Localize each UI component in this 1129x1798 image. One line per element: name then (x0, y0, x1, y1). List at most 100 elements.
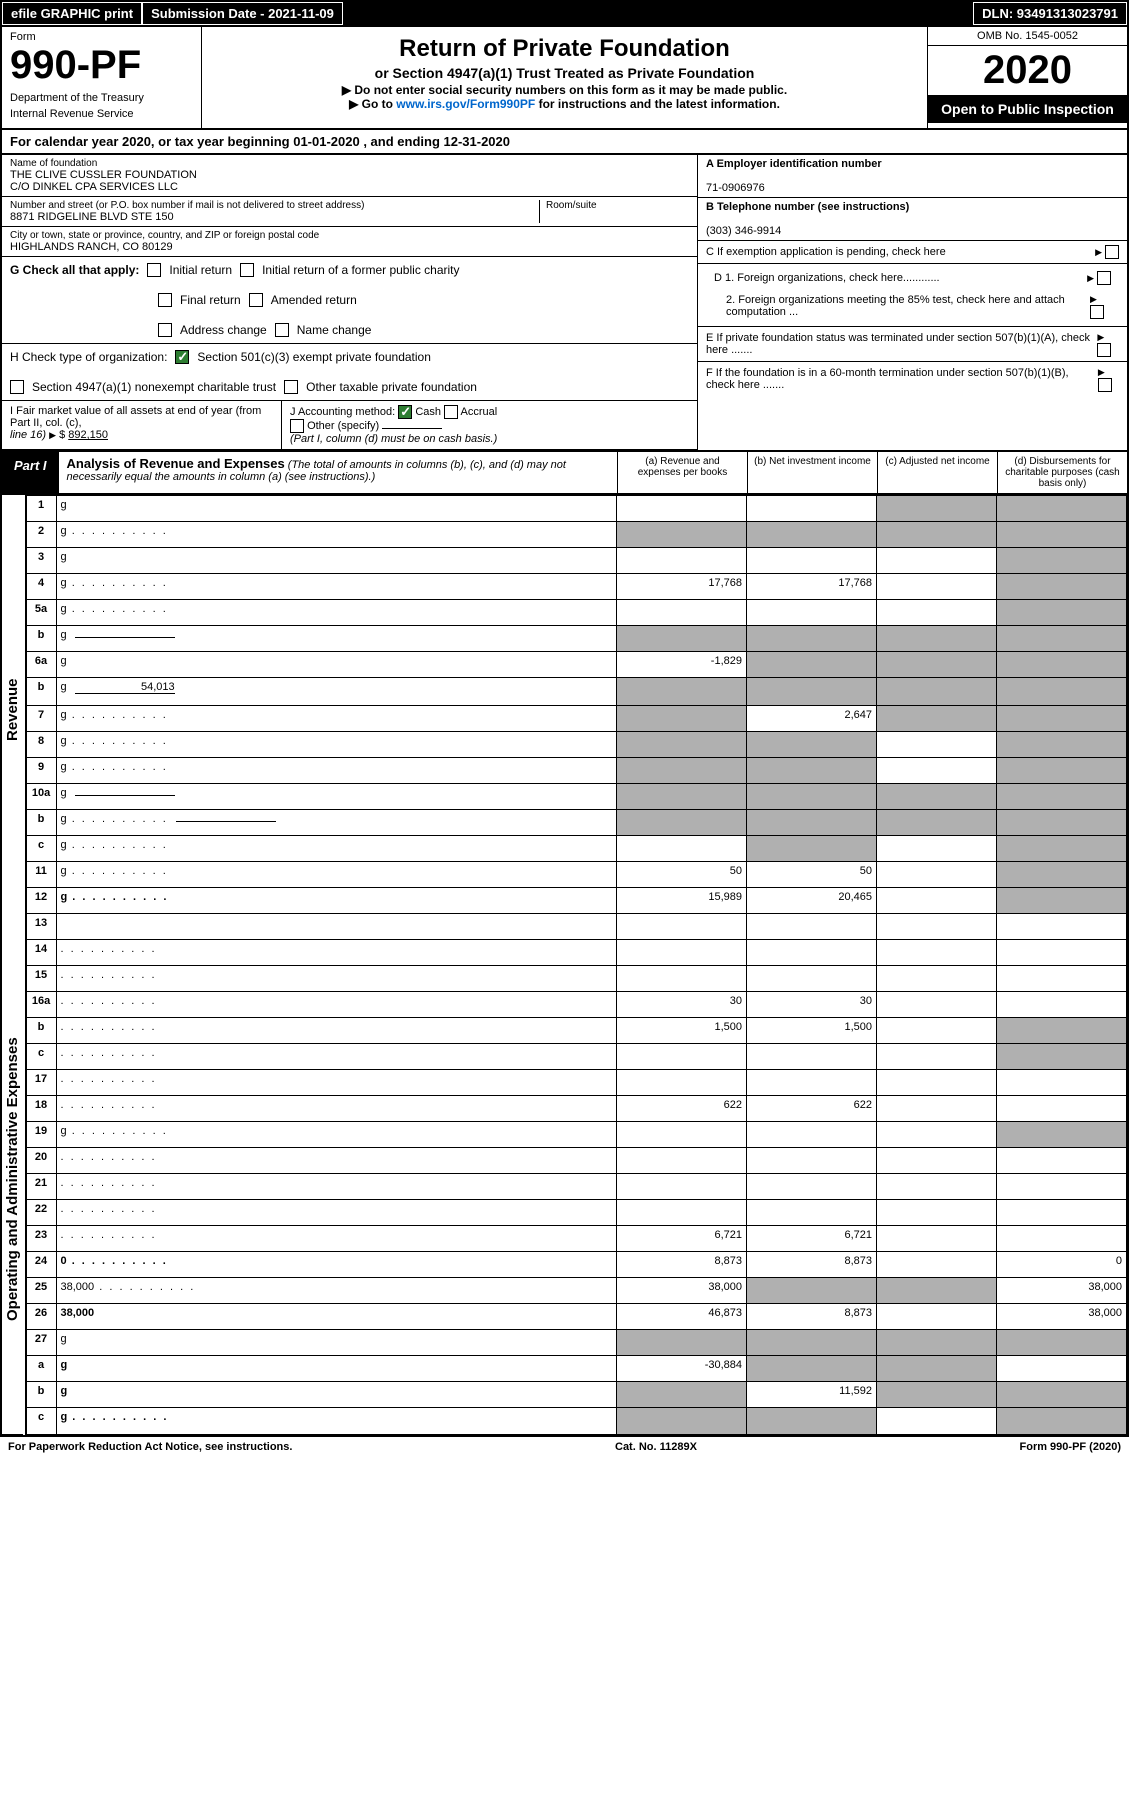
initial-return-checkbox[interactable] (147, 263, 161, 277)
line-description: 38,000 (56, 1278, 616, 1304)
col-a-value (617, 705, 747, 731)
d2-checkbox[interactable] (1090, 305, 1104, 319)
col-c-value (877, 548, 997, 574)
col-a-value: -30,884 (617, 1356, 747, 1382)
col-a-value: 50 (617, 861, 747, 887)
amended-return-label: Amended return (271, 293, 357, 307)
d1-checkbox[interactable] (1097, 271, 1111, 285)
col-c-header: (c) Adjusted net income (877, 452, 997, 493)
line-number: 23 (26, 1226, 56, 1252)
line-number: 3 (26, 548, 56, 574)
col-c-value (877, 1174, 997, 1200)
501c3-checkbox[interactable] (175, 350, 189, 364)
goto-pre: ▶ Go to (349, 97, 396, 111)
col-a-value (617, 1122, 747, 1148)
col-d-value (997, 991, 1127, 1017)
line-number: 4 (26, 574, 56, 600)
inline-value (75, 795, 175, 796)
column-headers: (a) Revenue and expenses per books (b) N… (617, 452, 1127, 493)
table-row: ag-30,884 (26, 1356, 1126, 1382)
col-b-value (747, 1122, 877, 1148)
goto-link[interactable]: www.irs.gov/Form990PF (396, 97, 535, 111)
ssn-warning: ▶ Do not enter social security numbers o… (210, 83, 919, 97)
part1-header: Part I Analysis of Revenue and Expenses … (0, 452, 1129, 495)
line-description: g (56, 835, 616, 861)
col-b-value (747, 965, 877, 991)
col-d-header: (d) Disbursements for charitable purpose… (997, 452, 1127, 493)
col-b-value: 6,721 (747, 1226, 877, 1252)
address-block: Number and street (or P.O. box number if… (2, 197, 697, 227)
line-description (56, 1148, 616, 1174)
name-label: Name of foundation (10, 158, 689, 169)
phone-label: B Telephone number (see instructions) (706, 201, 909, 213)
other-method-checkbox[interactable] (290, 419, 304, 433)
line-description (56, 1226, 616, 1252)
j-block: J Accounting method: Cash Accrual Other … (282, 401, 697, 449)
4947-checkbox[interactable] (10, 380, 24, 394)
col-a-value (617, 548, 747, 574)
line-number: 11 (26, 861, 56, 887)
line-description: g (56, 496, 616, 522)
final-return-label: Final return (180, 293, 241, 307)
col-d-value (997, 1382, 1127, 1408)
line-description: g (56, 1408, 616, 1435)
col-d-value (997, 496, 1127, 522)
col-d-value (997, 1070, 1127, 1096)
accrual-checkbox[interactable] (444, 405, 458, 419)
header-mid: Return of Private Foundation or Section … (202, 27, 927, 128)
col-c-value (877, 1200, 997, 1226)
foundation-care-of: C/O DINKEL CPA SERVICES LLC (10, 181, 689, 193)
table-row: 19g (26, 1122, 1126, 1148)
line-description (56, 1070, 616, 1096)
f-checkbox[interactable] (1098, 378, 1112, 392)
table-row: bg11,592 (26, 1382, 1126, 1408)
form-subtitle: or Section 4947(a)(1) Trust Treated as P… (210, 65, 919, 81)
inline-value (75, 637, 175, 638)
initial-former-checkbox[interactable] (240, 263, 254, 277)
col-d-value (997, 522, 1127, 548)
e-block: E If private foundation status was termi… (698, 327, 1127, 362)
col-b-value: 1,500 (747, 1018, 877, 1044)
ein-value: 71-0906976 (706, 182, 765, 194)
col-c-value (877, 757, 997, 783)
cash-checkbox[interactable] (398, 405, 412, 419)
501c3-label: Section 501(c)(3) exempt private foundat… (197, 350, 430, 364)
e-checkbox[interactable] (1097, 343, 1111, 357)
col-a-value: 1,500 (617, 1018, 747, 1044)
table-row: 18622622 (26, 1096, 1126, 1122)
g-check-row: G Check all that apply: Initial return I… (2, 257, 697, 344)
col-c-value (877, 1096, 997, 1122)
form-word: Form (10, 31, 193, 43)
col-a-value (617, 1148, 747, 1174)
col-c-value (877, 1330, 997, 1356)
header-left: Form 990-PF Department of the Treasury I… (2, 27, 202, 128)
name-change-checkbox[interactable] (275, 323, 289, 337)
col-d-value (997, 939, 1127, 965)
col-a-value: -1,829 (617, 652, 747, 678)
address-change-checkbox[interactable] (158, 323, 172, 337)
col-a-value (617, 731, 747, 757)
other-method-label: Other (specify) (307, 420, 379, 432)
table-row: 21 (26, 1174, 1126, 1200)
line-number: 9 (26, 757, 56, 783)
col-b-value (747, 1148, 877, 1174)
i-line16: line 16) (10, 429, 46, 441)
line-number: 25 (26, 1278, 56, 1304)
col-c-value (877, 522, 997, 548)
line-number: 19 (26, 1122, 56, 1148)
col-a-value (617, 1200, 747, 1226)
header-right: OMB No. 1545-0052 2020 Open to Public In… (927, 27, 1127, 128)
col-c-value (877, 861, 997, 887)
c-checkbox[interactable] (1105, 245, 1119, 259)
final-return-checkbox[interactable] (158, 293, 172, 307)
line-number: 8 (26, 731, 56, 757)
line-number: 16a (26, 991, 56, 1017)
col-c-value (877, 1382, 997, 1408)
col-b-value (747, 1200, 877, 1226)
other-taxable-checkbox[interactable] (284, 380, 298, 394)
tax-year: 2020 (928, 46, 1127, 95)
amended-return-checkbox[interactable] (249, 293, 263, 307)
col-a-value (617, 965, 747, 991)
col-d-value (997, 1226, 1127, 1252)
d-block: D 1. Foreign organizations, check here..… (698, 264, 1127, 327)
